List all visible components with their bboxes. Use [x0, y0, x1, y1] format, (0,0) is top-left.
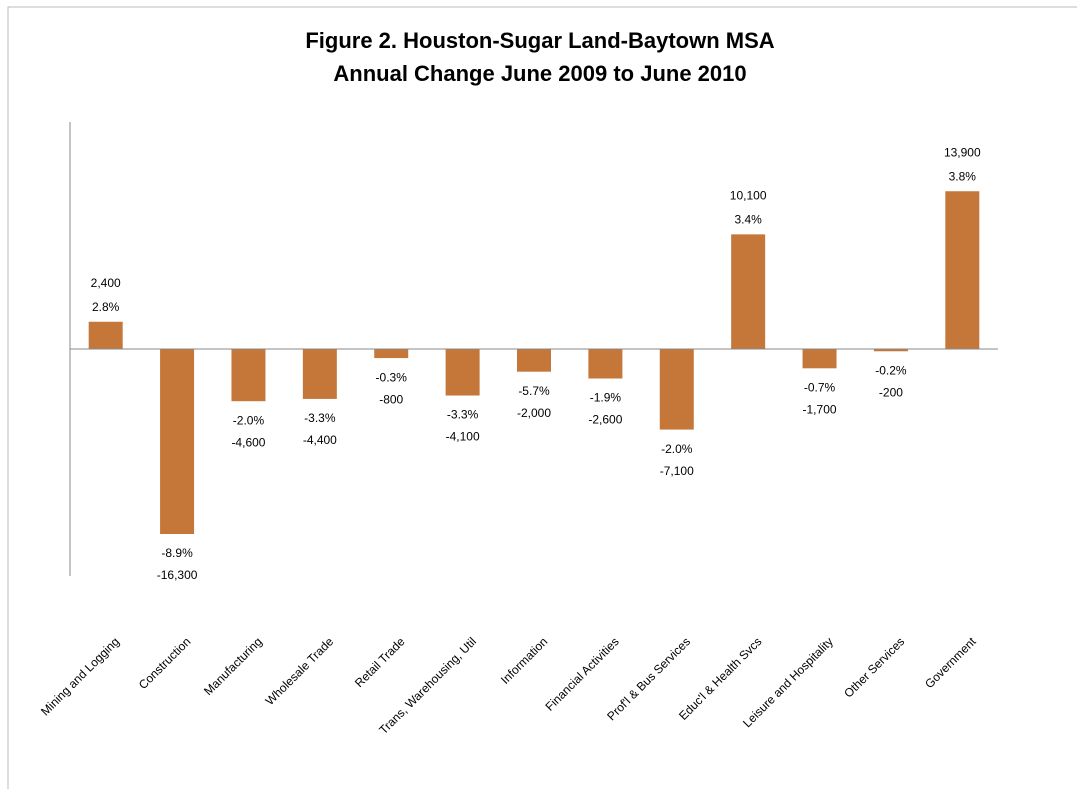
x-tick-label: Information [498, 634, 550, 686]
chart-subtitle: Annual Change June 2009 to June 2010 [333, 61, 746, 86]
x-tick-label: Construction [136, 634, 194, 692]
bar [445, 349, 480, 396]
percent-label: 3.4% [734, 213, 762, 227]
value-label: -4,100 [446, 430, 480, 444]
x-tick-label: Mining and Logging [38, 634, 122, 718]
bar [873, 349, 908, 352]
bar [802, 349, 837, 369]
bar [588, 349, 623, 379]
bar [160, 349, 195, 535]
value-label: 2,400 [91, 276, 121, 290]
x-tick-label: Retail Trade [352, 634, 408, 690]
percent-label: 3.8% [949, 169, 977, 183]
chart-title: Figure 2. Houston-Sugar Land-Baytown MSA [305, 28, 774, 53]
x-tick-label: Manufacturing [201, 634, 265, 698]
x-tick-label: Financial Activities [543, 634, 622, 713]
value-label: -7,100 [660, 464, 694, 478]
percent-label: -5.7% [518, 384, 550, 398]
percent-label: -0.3% [376, 370, 408, 384]
value-label: -200 [879, 385, 903, 399]
x-tick-label: Other Services [841, 634, 907, 700]
percent-label: -3.3% [304, 411, 336, 425]
percent-label: 2.8% [92, 300, 120, 314]
bar [302, 349, 337, 399]
value-label: -2,000 [517, 406, 551, 420]
bar [517, 349, 551, 372]
x-tick-label: Wholesale Trade [263, 634, 337, 708]
value-label: -2,600 [588, 413, 622, 427]
percent-label: -1.9% [590, 391, 622, 405]
value-label: -4,600 [231, 435, 265, 449]
value-label: -800 [379, 392, 403, 406]
percent-label: -0.7% [804, 380, 836, 394]
chart-frame [7, 6, 1077, 789]
bar [88, 321, 123, 349]
percent-label: -8.9% [161, 546, 193, 560]
bar [731, 234, 766, 349]
value-label: -16,300 [157, 568, 198, 582]
bar [374, 349, 409, 359]
percent-label: -3.3% [447, 408, 479, 422]
bar [945, 191, 980, 349]
bar [231, 349, 266, 402]
percent-label: -0.2% [875, 363, 907, 377]
percent-label: -2.0% [661, 442, 693, 456]
value-label: -1,700 [803, 402, 837, 416]
value-label: 10,100 [730, 189, 767, 203]
value-label: 13,900 [944, 145, 981, 159]
bar [659, 349, 694, 430]
percent-label: -2.0% [233, 413, 265, 427]
x-tick-label: Government [922, 634, 979, 691]
value-label: -4,400 [303, 433, 337, 447]
